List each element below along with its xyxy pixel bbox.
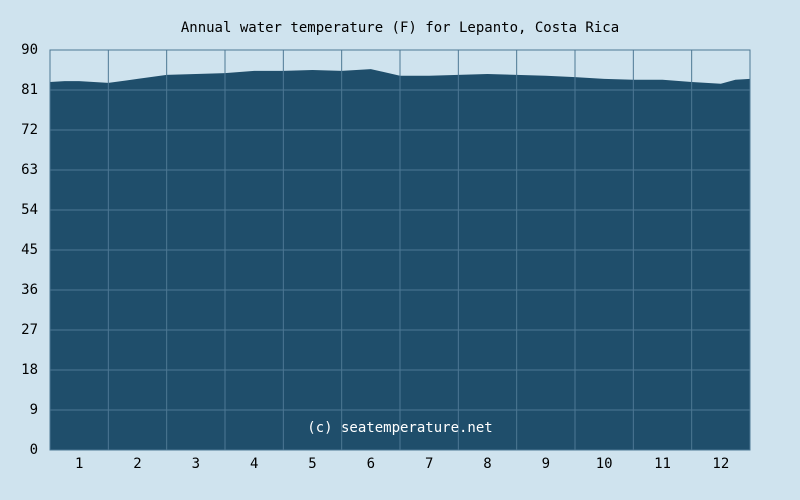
y-tick-label: 63 [21, 162, 38, 178]
x-tick-label: 5 [308, 456, 316, 472]
y-tick-label: 36 [21, 282, 38, 298]
x-tick-label: 1 [75, 456, 83, 472]
x-tick-label: 8 [483, 456, 491, 472]
y-tick-label: 45 [21, 242, 38, 258]
x-tick-label: 2 [133, 456, 141, 472]
annotation: (c) seatemperature.net [307, 420, 492, 436]
y-tick-label: 0 [30, 442, 38, 458]
x-tick-label: 6 [367, 456, 375, 472]
x-tick-label: 9 [542, 456, 550, 472]
y-tick-label: 72 [21, 122, 38, 138]
y-tick-label: 9 [30, 402, 38, 418]
plot-border [49, 49, 751, 451]
y-tick-label: 27 [21, 322, 38, 338]
y-tick-label: 54 [21, 202, 38, 218]
y-tick-label: 81 [21, 82, 38, 98]
x-tick-label: 4 [250, 456, 258, 472]
x-tick-label: 12 [712, 456, 729, 472]
x-tick-label: 10 [596, 456, 613, 472]
x-tick-label: 3 [192, 456, 200, 472]
y-tick-label: 18 [21, 362, 38, 378]
x-tick-label: 7 [425, 456, 433, 472]
y-tick-label: 90 [21, 42, 38, 58]
x-tick-label: 11 [654, 456, 671, 472]
chart-title: Annual water temperature (F) for Lepanto… [181, 20, 619, 36]
